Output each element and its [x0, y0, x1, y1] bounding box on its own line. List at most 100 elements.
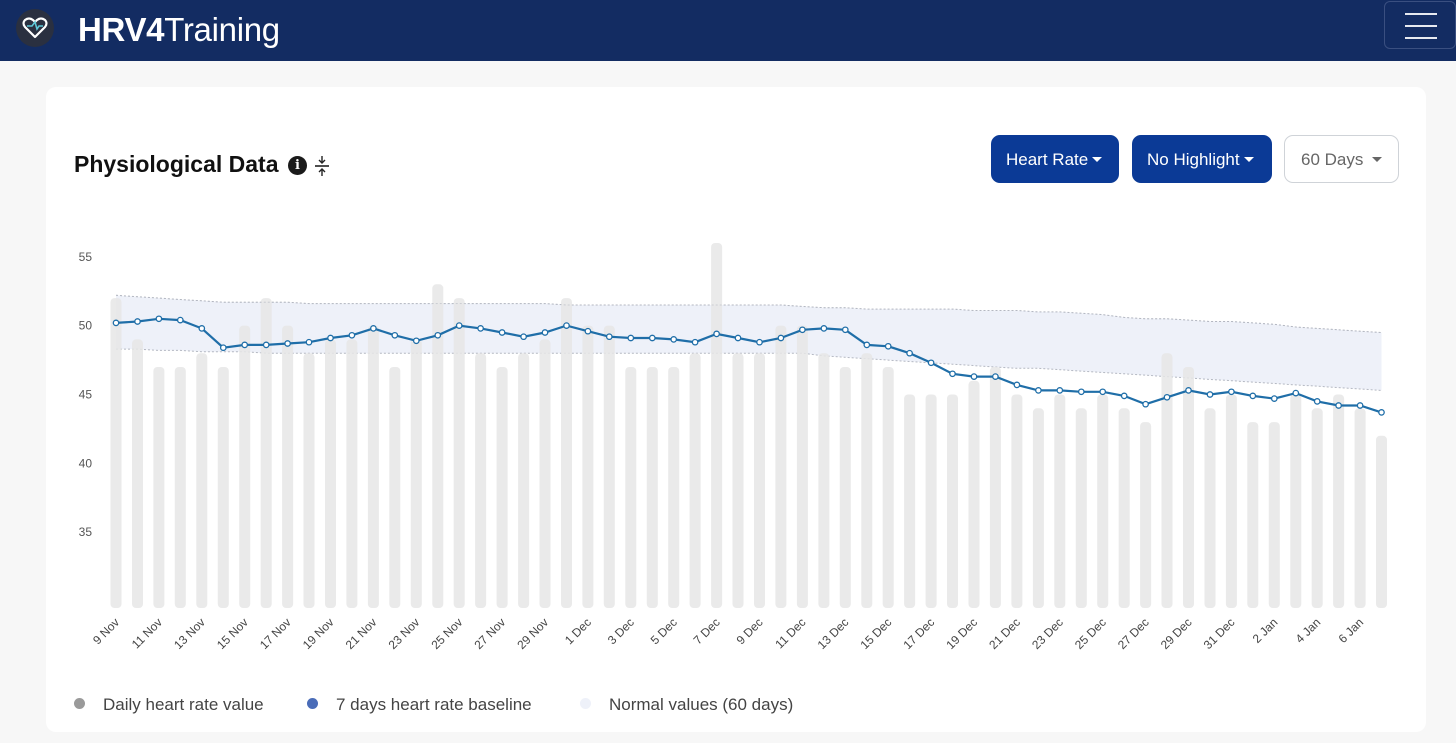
baseline-point — [370, 325, 377, 332]
compress-icon[interactable] — [314, 155, 330, 177]
legend-item-baseline[interactable]: 7 days heart rate baseline — [307, 693, 567, 717]
x-tick-label: 15 Dec — [858, 615, 895, 652]
x-tick-label: 17 Dec — [900, 615, 937, 652]
baseline-point — [1163, 393, 1171, 401]
info-icon[interactable]: i — [288, 156, 307, 175]
daily-heart-rate-bar — [839, 367, 851, 608]
daily-heart-rate-bar — [1204, 408, 1216, 608]
baseline-point — [391, 331, 399, 339]
baseline-point — [713, 330, 720, 338]
caret-down-icon — [1092, 157, 1103, 163]
baseline-point — [605, 333, 613, 341]
heart-logo-icon[interactable] — [16, 9, 54, 47]
baseline-point — [176, 316, 184, 324]
x-tick-label: 27 Dec — [1115, 615, 1152, 652]
daily-heart-rate-bar — [775, 325, 787, 608]
baseline-point — [627, 334, 635, 342]
baseline-point — [949, 370, 956, 378]
legend-item-normal[interactable]: Normal values (60 days) — [580, 693, 840, 717]
daily-heart-rate-bar — [217, 367, 229, 608]
daily-heart-rate-bar — [1161, 353, 1173, 608]
baseline-point — [777, 334, 785, 342]
daily-heart-rate-bar — [282, 325, 294, 608]
brand-name[interactable]: HRV4Training — [78, 10, 280, 50]
x-tick-label: 29 Nov — [514, 615, 551, 652]
legend-dot-normal — [580, 698, 591, 709]
x-tick-label: 4 Jan — [1293, 615, 1324, 646]
x-tick-label: 23 Nov — [386, 615, 423, 652]
baseline-point — [541, 329, 549, 336]
daily-heart-rate-bar — [947, 394, 958, 608]
legend-label-normal: Normal values (60 days) — [609, 695, 794, 714]
baseline-point — [155, 315, 163, 323]
normal-band-upper-overlay — [115, 294, 1382, 333]
baseline-point — [198, 325, 206, 332]
daily-heart-rate-bar — [603, 325, 615, 608]
baseline-point — [1142, 400, 1149, 408]
baseline-point — [284, 340, 291, 347]
daily-heart-rate-bar — [1118, 408, 1130, 608]
baseline-point — [348, 331, 356, 339]
daily-heart-rate-bar — [796, 325, 808, 608]
x-tick-label: 3 Dec — [605, 615, 637, 647]
x-tick-label: 13 Dec — [815, 615, 852, 652]
daily-heart-rate-bar — [174, 367, 186, 608]
x-tick-label: 27 Nov — [471, 615, 508, 652]
x-tick-label: 13 Nov — [171, 615, 208, 652]
daily-heart-rate-bar — [1140, 422, 1152, 608]
daily-heart-rate-bar — [260, 298, 272, 608]
daily-heart-rate-bar — [196, 353, 208, 608]
daily-heart-rate-bar — [561, 298, 572, 608]
daily-heart-rate-bar — [689, 353, 701, 608]
baseline-point — [305, 338, 313, 346]
x-tick-label: 1 Dec — [562, 615, 594, 647]
daily-heart-rate-bar — [925, 394, 937, 608]
highlight-dropdown[interactable]: No Highlight — [1132, 135, 1272, 183]
baseline-point — [563, 322, 570, 329]
baseline-point — [1185, 387, 1192, 394]
baseline-point — [691, 338, 699, 346]
x-tick-label: 29 Dec — [1158, 615, 1195, 652]
legend-label-baseline: 7 days heart rate baseline — [336, 695, 532, 714]
hamburger-icon — [1405, 37, 1437, 39]
legend-item-daily[interactable]: Daily heart rate value — [74, 693, 294, 717]
daily-heart-rate-bar — [432, 284, 444, 608]
daily-heart-rate-bar — [496, 367, 508, 608]
y-tick-label: 55 — [79, 250, 93, 264]
daily-heart-rate-bar — [1011, 394, 1023, 608]
daily-heart-rate-bar — [132, 339, 143, 608]
hamburger-menu-button[interactable] — [1384, 1, 1456, 49]
legend-dot-baseline — [307, 698, 318, 709]
baseline-point — [970, 373, 978, 380]
hamburger-icon — [1405, 13, 1437, 15]
daily-heart-rate-bar — [1247, 422, 1259, 608]
daily-heart-rate-bar — [1032, 408, 1044, 608]
legend-label-daily: Daily heart rate value — [103, 695, 264, 714]
daily-heart-rate-bar — [1290, 394, 1302, 608]
baseline-point — [1120, 392, 1128, 400]
baseline-point — [799, 326, 806, 334]
x-tick-label: 2 Jan — [1250, 615, 1281, 646]
daily-heart-rate-bar — [1311, 408, 1323, 608]
daily-heart-rate-bar — [968, 380, 980, 608]
daily-heart-rate-bar — [1333, 394, 1345, 608]
x-tick-label: 9 Nov — [90, 615, 122, 647]
daily-heart-rate-bar — [818, 353, 830, 608]
baseline-point — [412, 337, 420, 345]
daily-heart-rate-bar — [1354, 408, 1366, 608]
daily-heart-rate-bar — [410, 339, 422, 608]
physiological-data-card: Physiological Data i Heart Rate No Highl… — [46, 87, 1426, 732]
metric-dropdown-label: Heart Rate — [1006, 150, 1089, 169]
y-tick-label: 50 — [79, 319, 93, 333]
daily-heart-rate-bar — [518, 353, 530, 608]
daily-heart-rate-bar — [989, 367, 1001, 608]
baseline-point — [670, 336, 678, 343]
range-dropdown-label: 60 Days — [1301, 150, 1364, 169]
range-dropdown[interactable]: 60 Days — [1284, 135, 1399, 183]
caret-down-icon — [1372, 157, 1383, 163]
baseline-point — [927, 359, 935, 367]
metric-dropdown[interactable]: Heart Rate — [991, 135, 1119, 183]
daily-heart-rate-bar — [861, 353, 873, 608]
brand-name-rest: Training — [164, 11, 280, 48]
x-tick-label: 17 Nov — [257, 615, 294, 652]
